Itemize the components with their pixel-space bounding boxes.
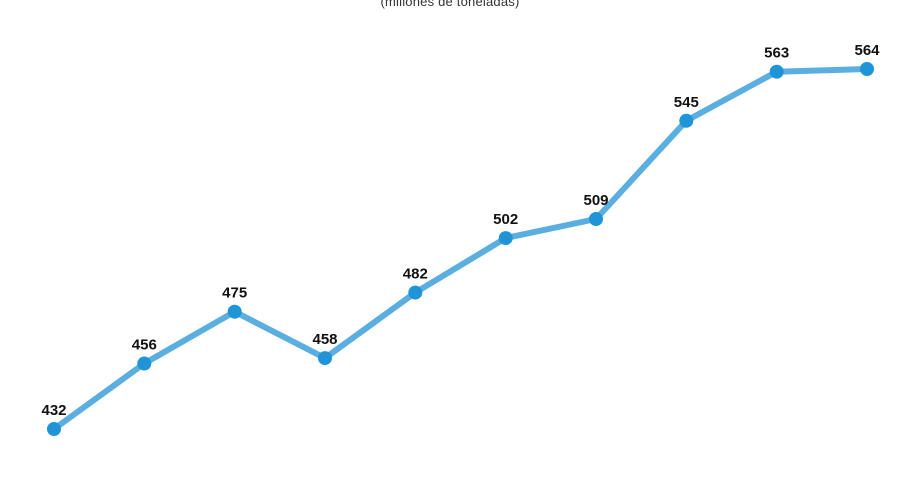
- data-label: 563: [764, 45, 789, 62]
- chart-subtitle: (millones de toneladas): [380, 0, 520, 9]
- data-label: 502: [493, 211, 518, 228]
- data-label: 458: [312, 331, 337, 348]
- data-label: 456: [132, 337, 157, 354]
- data-point: [47, 422, 61, 436]
- data-point: [679, 113, 694, 128]
- data-label: 509: [583, 192, 608, 209]
- data-label: 564: [854, 42, 880, 59]
- data-labels: 432 456 475 458 482 502 509 545 563 564: [41, 42, 880, 419]
- data-point: [137, 356, 152, 371]
- data-point: [408, 285, 423, 300]
- data-label: 545: [674, 94, 699, 111]
- data-label: 482: [403, 266, 428, 283]
- data-point: [227, 304, 242, 319]
- data-point: [318, 351, 332, 366]
- data-point: [589, 212, 603, 226]
- series-line: [51, 66, 870, 432]
- data-point: [498, 231, 513, 246]
- data-points: [47, 62, 874, 436]
- data-point: [860, 62, 874, 76]
- data-point: [769, 64, 784, 79]
- data-label: 432: [41, 402, 66, 419]
- data-label: 475: [222, 285, 247, 302]
